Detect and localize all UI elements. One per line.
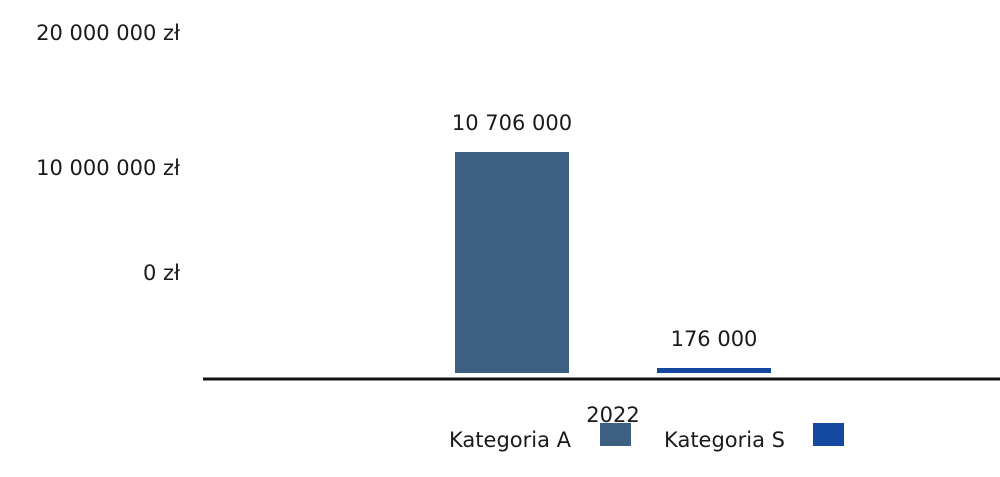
legend: Kategoria A Kategoria S	[449, 423, 844, 452]
bars-group	[455, 152, 771, 373]
legend-label: Kategoria S	[664, 428, 785, 452]
bar-kategoria-s	[657, 368, 771, 373]
y-tick-label: 0 zł	[143, 261, 180, 285]
y-tick-label: 10 000 000 zł	[36, 156, 180, 180]
bar-kategoria-a	[455, 152, 569, 373]
data-label: 10 706 000	[452, 111, 572, 135]
data-label: 176 000	[671, 327, 758, 351]
legend-label: Kategoria A	[449, 428, 572, 452]
y-axis-tick-labels: 20 000 000 zł 10 000 000 zł 0 zł	[36, 21, 180, 285]
legend-swatch	[813, 423, 844, 446]
legend-swatch	[600, 423, 631, 446]
y-tick-label: 20 000 000 zł	[36, 21, 180, 45]
data-labels-group: 10 706 000 176 000	[452, 111, 758, 351]
